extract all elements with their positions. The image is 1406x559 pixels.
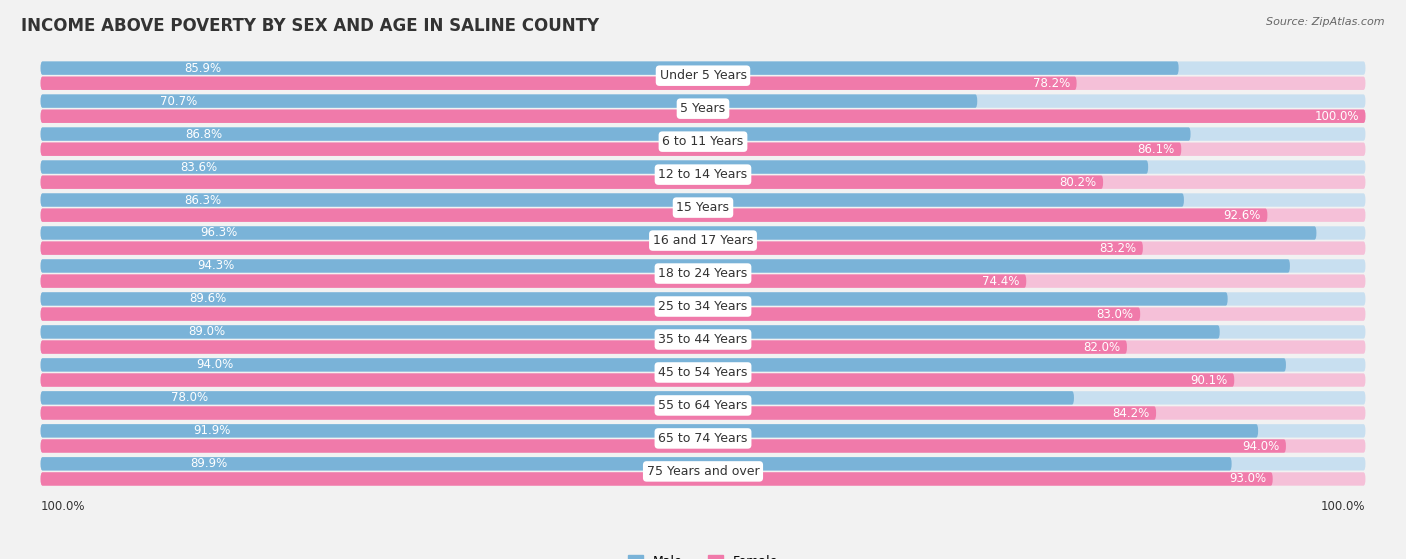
FancyBboxPatch shape — [41, 209, 1267, 222]
FancyBboxPatch shape — [41, 77, 1365, 90]
Text: 89.9%: 89.9% — [190, 457, 228, 470]
FancyBboxPatch shape — [41, 259, 1365, 273]
FancyBboxPatch shape — [41, 472, 1365, 486]
Text: 100.0%: 100.0% — [1322, 500, 1365, 513]
FancyBboxPatch shape — [41, 274, 1365, 288]
FancyBboxPatch shape — [41, 259, 1289, 273]
Text: 91.9%: 91.9% — [193, 424, 231, 437]
Text: 74.4%: 74.4% — [983, 274, 1019, 288]
Text: 18 to 24 Years: 18 to 24 Years — [658, 267, 748, 280]
Text: 92.6%: 92.6% — [1223, 209, 1261, 222]
FancyBboxPatch shape — [41, 472, 1272, 486]
FancyBboxPatch shape — [41, 77, 1077, 90]
Text: 25 to 34 Years: 25 to 34 Years — [658, 300, 748, 313]
Text: 85.9%: 85.9% — [184, 61, 221, 74]
Text: 45 to 54 Years: 45 to 54 Years — [658, 366, 748, 379]
FancyBboxPatch shape — [41, 160, 1365, 174]
Legend: Male, Female: Male, Female — [628, 555, 778, 559]
Text: 78.2%: 78.2% — [1033, 77, 1070, 90]
FancyBboxPatch shape — [41, 373, 1365, 387]
FancyBboxPatch shape — [41, 176, 1104, 189]
Text: 100.0%: 100.0% — [1315, 110, 1358, 123]
FancyBboxPatch shape — [41, 439, 1286, 453]
FancyBboxPatch shape — [41, 110, 1365, 123]
FancyBboxPatch shape — [41, 274, 1026, 288]
Text: 90.1%: 90.1% — [1191, 373, 1227, 387]
FancyBboxPatch shape — [41, 391, 1365, 405]
Text: 6 to 11 Years: 6 to 11 Years — [662, 135, 744, 148]
FancyBboxPatch shape — [41, 193, 1184, 207]
FancyBboxPatch shape — [41, 340, 1365, 354]
Text: Source: ZipAtlas.com: Source: ZipAtlas.com — [1267, 17, 1385, 27]
Text: 82.0%: 82.0% — [1083, 340, 1121, 354]
Text: 15 Years: 15 Years — [676, 201, 730, 214]
Text: 94.0%: 94.0% — [197, 358, 233, 371]
Text: 84.2%: 84.2% — [1112, 406, 1150, 420]
FancyBboxPatch shape — [41, 193, 1365, 207]
FancyBboxPatch shape — [41, 424, 1258, 438]
Text: 78.0%: 78.0% — [172, 391, 208, 404]
FancyBboxPatch shape — [41, 61, 1365, 75]
FancyBboxPatch shape — [41, 406, 1156, 420]
Text: 83.2%: 83.2% — [1099, 241, 1136, 255]
Text: 83.0%: 83.0% — [1097, 307, 1133, 321]
FancyBboxPatch shape — [41, 457, 1232, 471]
FancyBboxPatch shape — [41, 373, 1234, 387]
FancyBboxPatch shape — [41, 292, 1365, 306]
FancyBboxPatch shape — [41, 226, 1316, 240]
FancyBboxPatch shape — [41, 340, 1128, 354]
FancyBboxPatch shape — [41, 307, 1140, 321]
Text: 86.8%: 86.8% — [186, 127, 222, 140]
Text: 94.0%: 94.0% — [1241, 439, 1279, 452]
FancyBboxPatch shape — [41, 94, 977, 108]
FancyBboxPatch shape — [41, 143, 1365, 156]
Text: 93.0%: 93.0% — [1229, 472, 1265, 485]
FancyBboxPatch shape — [41, 209, 1365, 222]
Text: 96.3%: 96.3% — [200, 226, 238, 239]
Text: 35 to 44 Years: 35 to 44 Years — [658, 333, 748, 346]
Text: 75 Years and over: 75 Years and over — [647, 465, 759, 478]
FancyBboxPatch shape — [41, 406, 1365, 420]
Text: 89.0%: 89.0% — [188, 325, 226, 338]
FancyBboxPatch shape — [41, 457, 1365, 471]
Text: 55 to 64 Years: 55 to 64 Years — [658, 399, 748, 412]
FancyBboxPatch shape — [41, 160, 1149, 174]
FancyBboxPatch shape — [41, 424, 1365, 438]
Text: 65 to 74 Years: 65 to 74 Years — [658, 432, 748, 445]
FancyBboxPatch shape — [41, 143, 1181, 156]
Text: 86.3%: 86.3% — [184, 193, 222, 206]
FancyBboxPatch shape — [41, 127, 1365, 141]
FancyBboxPatch shape — [41, 292, 1227, 306]
FancyBboxPatch shape — [41, 94, 1365, 108]
FancyBboxPatch shape — [41, 391, 1074, 405]
FancyBboxPatch shape — [41, 358, 1286, 372]
FancyBboxPatch shape — [41, 325, 1220, 339]
Text: 5 Years: 5 Years — [681, 102, 725, 115]
FancyBboxPatch shape — [41, 439, 1365, 453]
Text: 83.6%: 83.6% — [180, 160, 217, 173]
Text: 80.2%: 80.2% — [1059, 176, 1097, 189]
Text: 94.3%: 94.3% — [197, 259, 235, 272]
FancyBboxPatch shape — [41, 325, 1365, 339]
FancyBboxPatch shape — [41, 176, 1365, 189]
Text: 16 and 17 Years: 16 and 17 Years — [652, 234, 754, 247]
Text: 70.7%: 70.7% — [160, 94, 197, 107]
Text: Under 5 Years: Under 5 Years — [659, 69, 747, 82]
Text: 100.0%: 100.0% — [41, 500, 84, 513]
Text: 86.1%: 86.1% — [1137, 143, 1174, 156]
FancyBboxPatch shape — [41, 307, 1365, 321]
FancyBboxPatch shape — [41, 226, 1365, 240]
Text: 12 to 14 Years: 12 to 14 Years — [658, 168, 748, 181]
FancyBboxPatch shape — [41, 241, 1365, 255]
FancyBboxPatch shape — [41, 61, 1178, 75]
FancyBboxPatch shape — [41, 127, 1191, 141]
FancyBboxPatch shape — [41, 358, 1365, 372]
Text: 89.6%: 89.6% — [190, 292, 226, 305]
FancyBboxPatch shape — [41, 110, 1365, 123]
FancyBboxPatch shape — [41, 241, 1143, 255]
Text: INCOME ABOVE POVERTY BY SEX AND AGE IN SALINE COUNTY: INCOME ABOVE POVERTY BY SEX AND AGE IN S… — [21, 17, 599, 35]
